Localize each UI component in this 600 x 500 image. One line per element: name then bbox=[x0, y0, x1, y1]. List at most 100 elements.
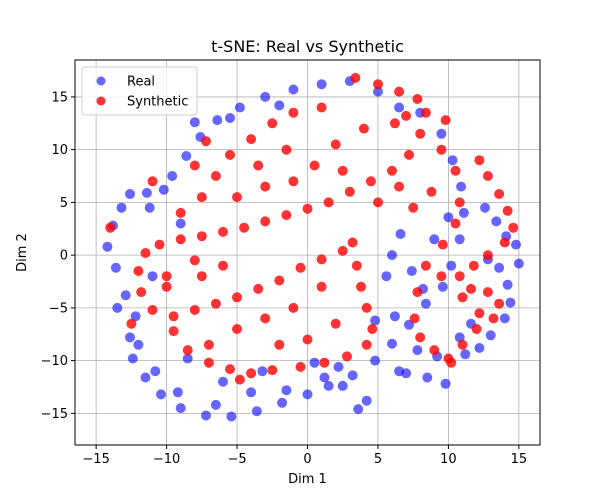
point-real bbox=[125, 332, 135, 343]
point-real bbox=[172, 387, 183, 398]
point-synthetic bbox=[281, 144, 292, 155]
point-real bbox=[246, 387, 257, 398]
point-real bbox=[251, 406, 262, 417]
point-real bbox=[120, 290, 131, 301]
point-synthetic bbox=[196, 192, 207, 203]
point-synthetic bbox=[295, 361, 306, 372]
point-synthetic bbox=[260, 313, 271, 324]
point-synthetic bbox=[168, 311, 179, 322]
point-real bbox=[361, 395, 372, 406]
point-real bbox=[401, 368, 412, 379]
point-synthetic bbox=[409, 313, 420, 324]
point-synthetic bbox=[508, 222, 519, 233]
point-synthetic bbox=[189, 305, 200, 315]
point-real bbox=[140, 372, 151, 383]
point-synthetic bbox=[288, 107, 299, 118]
point-synthetic bbox=[225, 364, 235, 375]
point-synthetic bbox=[161, 281, 172, 292]
point-real bbox=[110, 262, 121, 273]
y-tick-label: 10 bbox=[51, 143, 68, 158]
y-tick-label: 0 bbox=[60, 249, 68, 264]
point-real bbox=[150, 366, 161, 377]
point-synthetic bbox=[203, 357, 214, 368]
point-real bbox=[436, 128, 447, 139]
point-synthetic bbox=[373, 79, 383, 90]
point-synthetic bbox=[288, 176, 299, 187]
point-synthetic bbox=[225, 149, 235, 160]
point-real bbox=[133, 339, 144, 350]
point-synthetic bbox=[232, 292, 242, 303]
point-synthetic bbox=[274, 339, 285, 350]
point-synthetic bbox=[175, 234, 186, 245]
point-real bbox=[201, 410, 211, 421]
point-synthetic bbox=[499, 237, 510, 248]
point-synthetic bbox=[189, 255, 200, 266]
point-real bbox=[446, 260, 457, 271]
point-real bbox=[288, 84, 299, 95]
point-synthetic bbox=[154, 239, 165, 250]
point-real bbox=[499, 313, 510, 324]
point-synthetic bbox=[488, 313, 499, 324]
point-real bbox=[257, 366, 268, 377]
point-synthetic bbox=[147, 305, 158, 315]
point-real bbox=[381, 271, 392, 282]
point-synthetic bbox=[440, 115, 451, 126]
point-synthetic bbox=[457, 292, 468, 303]
point-synthetic bbox=[502, 205, 513, 216]
point-synthetic bbox=[466, 283, 476, 294]
x-tick-label: −10 bbox=[153, 452, 180, 467]
point-synthetic bbox=[437, 239, 448, 250]
y-tick-label: −15 bbox=[41, 407, 68, 422]
point-synthetic bbox=[203, 339, 214, 350]
point-real bbox=[274, 100, 285, 111]
point-real bbox=[167, 171, 178, 181]
point-synthetic bbox=[182, 345, 193, 356]
point-real bbox=[125, 189, 135, 199]
point-synthetic bbox=[450, 165, 461, 176]
y-tick-label: 15 bbox=[51, 90, 68, 105]
point-real bbox=[458, 207, 469, 218]
point-real bbox=[394, 102, 405, 113]
point-synthetic bbox=[302, 203, 313, 214]
point-real bbox=[460, 349, 471, 360]
point-real bbox=[181, 151, 192, 161]
x-tick-label: 15 bbox=[511, 452, 528, 467]
point-synthetic bbox=[468, 260, 479, 271]
point-synthetic bbox=[494, 189, 505, 199]
point-real bbox=[389, 311, 400, 322]
point-real bbox=[127, 353, 138, 364]
point-real bbox=[513, 258, 524, 269]
point-synthetic bbox=[175, 207, 186, 218]
point-synthetic bbox=[260, 216, 271, 227]
y-tick-label: 5 bbox=[60, 196, 68, 211]
point-synthetic bbox=[426, 186, 437, 197]
point-real bbox=[412, 345, 423, 356]
point-real bbox=[144, 202, 155, 213]
point-synthetic bbox=[429, 345, 440, 356]
point-synthetic bbox=[408, 202, 419, 213]
point-synthetic bbox=[356, 281, 366, 292]
point-real bbox=[319, 372, 330, 383]
x-axis-label: Dim 1 bbox=[288, 472, 327, 487]
point-real bbox=[480, 202, 490, 213]
point-real bbox=[447, 155, 458, 166]
point-synthetic bbox=[218, 260, 228, 271]
point-real bbox=[175, 403, 186, 414]
y-tick-label: −10 bbox=[41, 354, 68, 369]
point-synthetic bbox=[302, 334, 313, 345]
legend-label-synthetic: Synthetic bbox=[127, 95, 188, 110]
point-synthetic bbox=[387, 165, 397, 176]
point-synthetic bbox=[234, 374, 245, 385]
point-synthetic bbox=[267, 118, 278, 129]
legend: Real Synthetic bbox=[81, 66, 198, 116]
axis-ticks: −15 −10 −5 0 5 10 15 −15 −10 −5 0 5 10 15 bbox=[41, 90, 528, 467]
point-synthetic bbox=[281, 210, 292, 221]
point-synthetic bbox=[168, 326, 179, 337]
point-synthetic bbox=[482, 287, 493, 298]
point-synthetic bbox=[253, 283, 264, 294]
point-real bbox=[437, 281, 448, 292]
point-synthetic bbox=[232, 192, 242, 203]
point-synthetic bbox=[105, 222, 116, 233]
legend-marker-synthetic bbox=[96, 96, 106, 106]
point-real bbox=[406, 266, 417, 276]
